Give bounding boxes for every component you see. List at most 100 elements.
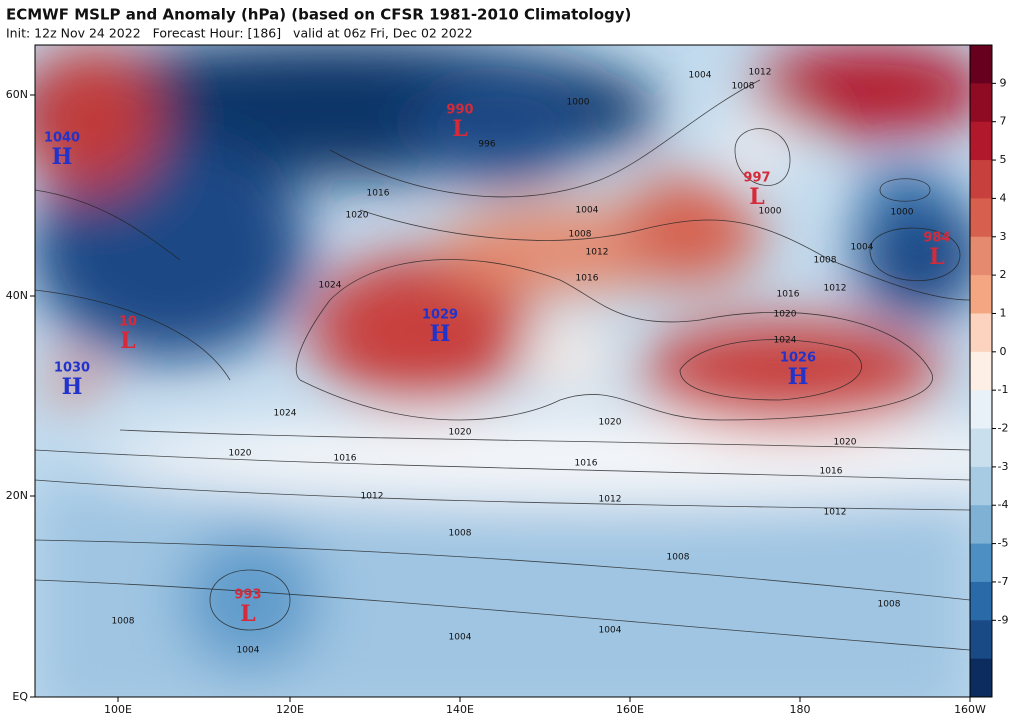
colorbar-label: -3 — [998, 460, 1009, 473]
colorbar-label: 3 — [1000, 230, 1007, 243]
colorbar-label: -1 — [998, 383, 1009, 396]
isobar-label: 1008 — [814, 256, 837, 266]
isobar-label: 1000 — [567, 98, 590, 108]
isobar-label: 1004 — [599, 626, 622, 636]
center-letter: H — [62, 374, 83, 400]
lat-label: 40N — [6, 289, 28, 302]
center-value: 993 — [234, 588, 261, 603]
isobar-label: 1012 — [361, 492, 384, 502]
isobar-label: 1020 — [599, 418, 622, 428]
center-letter: L — [240, 601, 255, 627]
lon-label: 100E — [104, 703, 132, 716]
center-letter: H — [788, 364, 809, 390]
isobar-label: 1020 — [346, 211, 369, 221]
colorbar-label: 1 — [1000, 306, 1007, 319]
title: ECMWF MSLP and Anomaly (hPa) (based on C… — [6, 6, 631, 24]
center-value: 990 — [446, 103, 473, 118]
isobar-label: 1012 — [824, 508, 847, 518]
lon-label: 160W — [954, 703, 986, 716]
colorbar-label: -2 — [998, 422, 1009, 435]
colorbar-swatch — [970, 466, 992, 506]
colorbar-label: 7 — [1000, 115, 1007, 128]
center-value: 1026 — [780, 351, 816, 366]
colorbar-label: -9 — [998, 613, 1009, 626]
isobar-label: 1020 — [229, 449, 252, 459]
lon-label: 120E — [276, 703, 304, 716]
colorbar-label: 4 — [1000, 191, 1007, 204]
lat-label: EQ — [12, 690, 28, 703]
isobar-label: 1016 — [367, 189, 390, 199]
subtitle: Init: 12z Nov 24 2022 Forecast Hour: [18… — [6, 26, 473, 41]
center-letter: L — [120, 328, 135, 354]
colorbar-swatch — [970, 581, 992, 621]
lat-label: 20N — [6, 489, 28, 502]
colorbar-swatch — [970, 121, 992, 161]
colorbar-swatch — [970, 275, 992, 314]
colorbar-label: 2 — [1000, 268, 1007, 281]
isobar-label: 1004 — [851, 243, 874, 253]
colorbar-frame — [969, 44, 993, 698]
isobar-label: 996 — [478, 140, 495, 150]
colorbar-swatch — [970, 313, 992, 353]
center-letter: L — [452, 116, 467, 142]
colorbar-label: -7 — [998, 575, 1009, 588]
isobar-label: 1016 — [576, 274, 599, 284]
colorbar-swatch — [970, 390, 992, 430]
colorbar-label: 5 — [1000, 153, 1007, 166]
lon-label: 180 — [790, 703, 811, 716]
colorbar-swatch — [970, 236, 992, 276]
isobar-label: 1004 — [449, 633, 472, 643]
colorbar-label: 9 — [1000, 76, 1007, 89]
center-value: 984 — [923, 231, 950, 246]
isobar-label: 1016 — [334, 454, 357, 464]
colorbar-swatch — [970, 543, 992, 583]
center-letter: L — [749, 184, 764, 210]
isobar-label: 1012 — [586, 248, 609, 258]
center-letter: L — [929, 244, 944, 270]
isobar-label: 1008 — [569, 230, 592, 240]
isobar-label: 1016 — [820, 467, 843, 477]
colorbar-label: -5 — [998, 537, 1009, 550]
isobar-label: 1024 — [319, 281, 342, 291]
isobar-label: 1016 — [777, 290, 800, 300]
lon-label: 160E — [616, 703, 644, 716]
isobar-label: 1024 — [774, 336, 797, 346]
isobar-label: 1004 — [689, 71, 712, 81]
isobar-label: 1020 — [834, 438, 857, 448]
center-value: 1030 — [54, 361, 90, 376]
colorbar-label: 0 — [1000, 345, 1007, 358]
isobar-label: 1000 — [759, 207, 782, 217]
lon-label: 140E — [446, 703, 474, 716]
isobar-label: 1008 — [112, 617, 135, 627]
isobar-label: 1020 — [774, 310, 797, 320]
isobar-label: 1008 — [732, 82, 755, 92]
center-value: 10 — [119, 315, 137, 330]
map-field: 1004 1012 1008 1000 1004 1008 1012 1016 1016 1020… — [35, 45, 970, 697]
isobar-label: 1024 — [274, 409, 297, 419]
isobar-label: 1016 — [575, 459, 598, 469]
center-value: 997 — [743, 171, 770, 186]
colorbar-label: -4 — [998, 498, 1009, 511]
center-value: 1040 — [44, 131, 80, 146]
colorbar-swatch — [970, 620, 992, 660]
colorbar-swatch — [970, 83, 992, 123]
lat-label: 60N — [6, 88, 28, 101]
isobar-label: 1012 — [824, 284, 847, 294]
colorbar-swatch — [970, 505, 992, 545]
isobar-label: 1008 — [449, 529, 472, 539]
isobar-label: 1008 — [878, 600, 901, 610]
colorbar-swatch — [970, 160, 992, 199]
isobar-label: 1004 — [576, 206, 599, 216]
colorbar-swatch — [970, 198, 992, 238]
isobar-label: 1008 — [667, 553, 690, 563]
isobar-label: 1012 — [749, 68, 772, 78]
colorbar-swatch — [970, 428, 992, 468]
colorbar-swatch — [970, 351, 992, 391]
center-value: 1029 — [422, 308, 458, 323]
isobar-label: 1012 — [599, 495, 622, 505]
colorbar-swatch — [970, 45, 992, 84]
colorbar-swatch — [970, 658, 992, 698]
center-letter: H — [430, 321, 451, 347]
isobar-label: 1004 — [237, 646, 260, 656]
